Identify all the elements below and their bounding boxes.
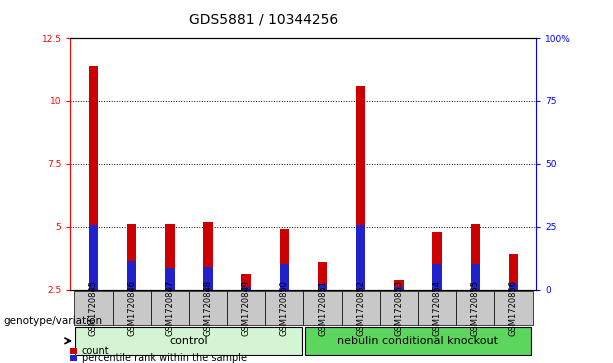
FancyBboxPatch shape bbox=[189, 291, 227, 325]
FancyBboxPatch shape bbox=[75, 327, 302, 355]
FancyBboxPatch shape bbox=[265, 291, 303, 325]
Bar bbox=[509, 254, 518, 290]
Text: GSM1720853: GSM1720853 bbox=[394, 280, 403, 336]
Bar bbox=[203, 222, 213, 290]
Text: GSM1720850: GSM1720850 bbox=[280, 280, 289, 336]
Bar bbox=[165, 224, 175, 290]
Bar bbox=[432, 232, 442, 290]
Text: control: control bbox=[170, 336, 208, 346]
Bar bbox=[242, 274, 251, 290]
Bar bbox=[127, 224, 136, 290]
Text: percentile rank within the sample: percentile rank within the sample bbox=[82, 353, 246, 363]
Text: GSM1720854: GSM1720854 bbox=[433, 280, 441, 336]
Bar bbox=[318, 284, 327, 290]
Text: GSM1720846: GSM1720846 bbox=[127, 280, 136, 336]
Text: GSM1720855: GSM1720855 bbox=[471, 280, 480, 336]
Bar bbox=[471, 264, 480, 290]
Text: GSM1720847: GSM1720847 bbox=[166, 280, 174, 336]
FancyBboxPatch shape bbox=[305, 327, 531, 355]
FancyBboxPatch shape bbox=[113, 291, 151, 325]
Text: genotype/variation: genotype/variation bbox=[3, 316, 102, 326]
Text: nebulin conditional knockout: nebulin conditional knockout bbox=[338, 336, 498, 346]
Text: GSM1720856: GSM1720856 bbox=[509, 280, 518, 336]
Text: count: count bbox=[82, 346, 109, 356]
FancyBboxPatch shape bbox=[74, 291, 113, 325]
Bar bbox=[394, 286, 404, 290]
Bar bbox=[432, 264, 442, 290]
Bar bbox=[89, 225, 98, 290]
Bar bbox=[280, 229, 289, 290]
Bar bbox=[356, 86, 365, 290]
Text: GSM1720845: GSM1720845 bbox=[89, 280, 98, 336]
Text: GDS5881 / 10344256: GDS5881 / 10344256 bbox=[189, 13, 338, 27]
Bar bbox=[242, 286, 251, 290]
FancyBboxPatch shape bbox=[380, 291, 418, 325]
Bar bbox=[89, 66, 98, 290]
Text: GSM1720849: GSM1720849 bbox=[242, 280, 251, 336]
FancyBboxPatch shape bbox=[303, 291, 341, 325]
FancyBboxPatch shape bbox=[227, 291, 265, 325]
Text: GSM1720848: GSM1720848 bbox=[204, 280, 213, 336]
FancyBboxPatch shape bbox=[456, 291, 494, 325]
FancyBboxPatch shape bbox=[494, 291, 533, 325]
FancyBboxPatch shape bbox=[341, 291, 380, 325]
Bar bbox=[165, 268, 175, 290]
Bar bbox=[280, 264, 289, 290]
FancyBboxPatch shape bbox=[418, 291, 456, 325]
Bar bbox=[356, 225, 365, 290]
FancyBboxPatch shape bbox=[151, 291, 189, 325]
Text: GSM1720852: GSM1720852 bbox=[356, 280, 365, 336]
Bar bbox=[509, 283, 518, 290]
Bar bbox=[127, 261, 136, 290]
Bar bbox=[318, 262, 327, 290]
Bar bbox=[394, 280, 404, 290]
Text: GSM1720851: GSM1720851 bbox=[318, 280, 327, 336]
Bar bbox=[203, 267, 213, 290]
Bar bbox=[471, 224, 480, 290]
